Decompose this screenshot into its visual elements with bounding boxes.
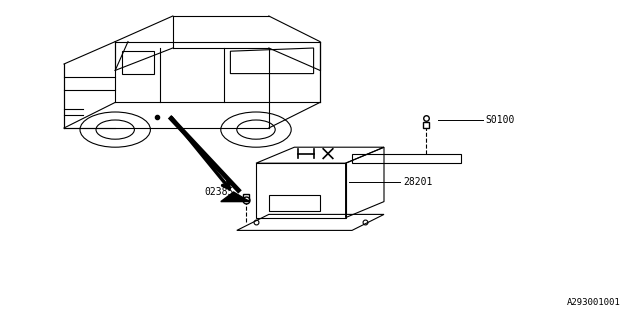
Text: S0100: S0100 <box>485 115 515 125</box>
Text: A293001001: A293001001 <box>567 298 621 307</box>
Polygon shape <box>221 192 250 202</box>
Text: 28201: 28201 <box>403 177 433 188</box>
Text: 02385: 02385 <box>205 187 234 197</box>
